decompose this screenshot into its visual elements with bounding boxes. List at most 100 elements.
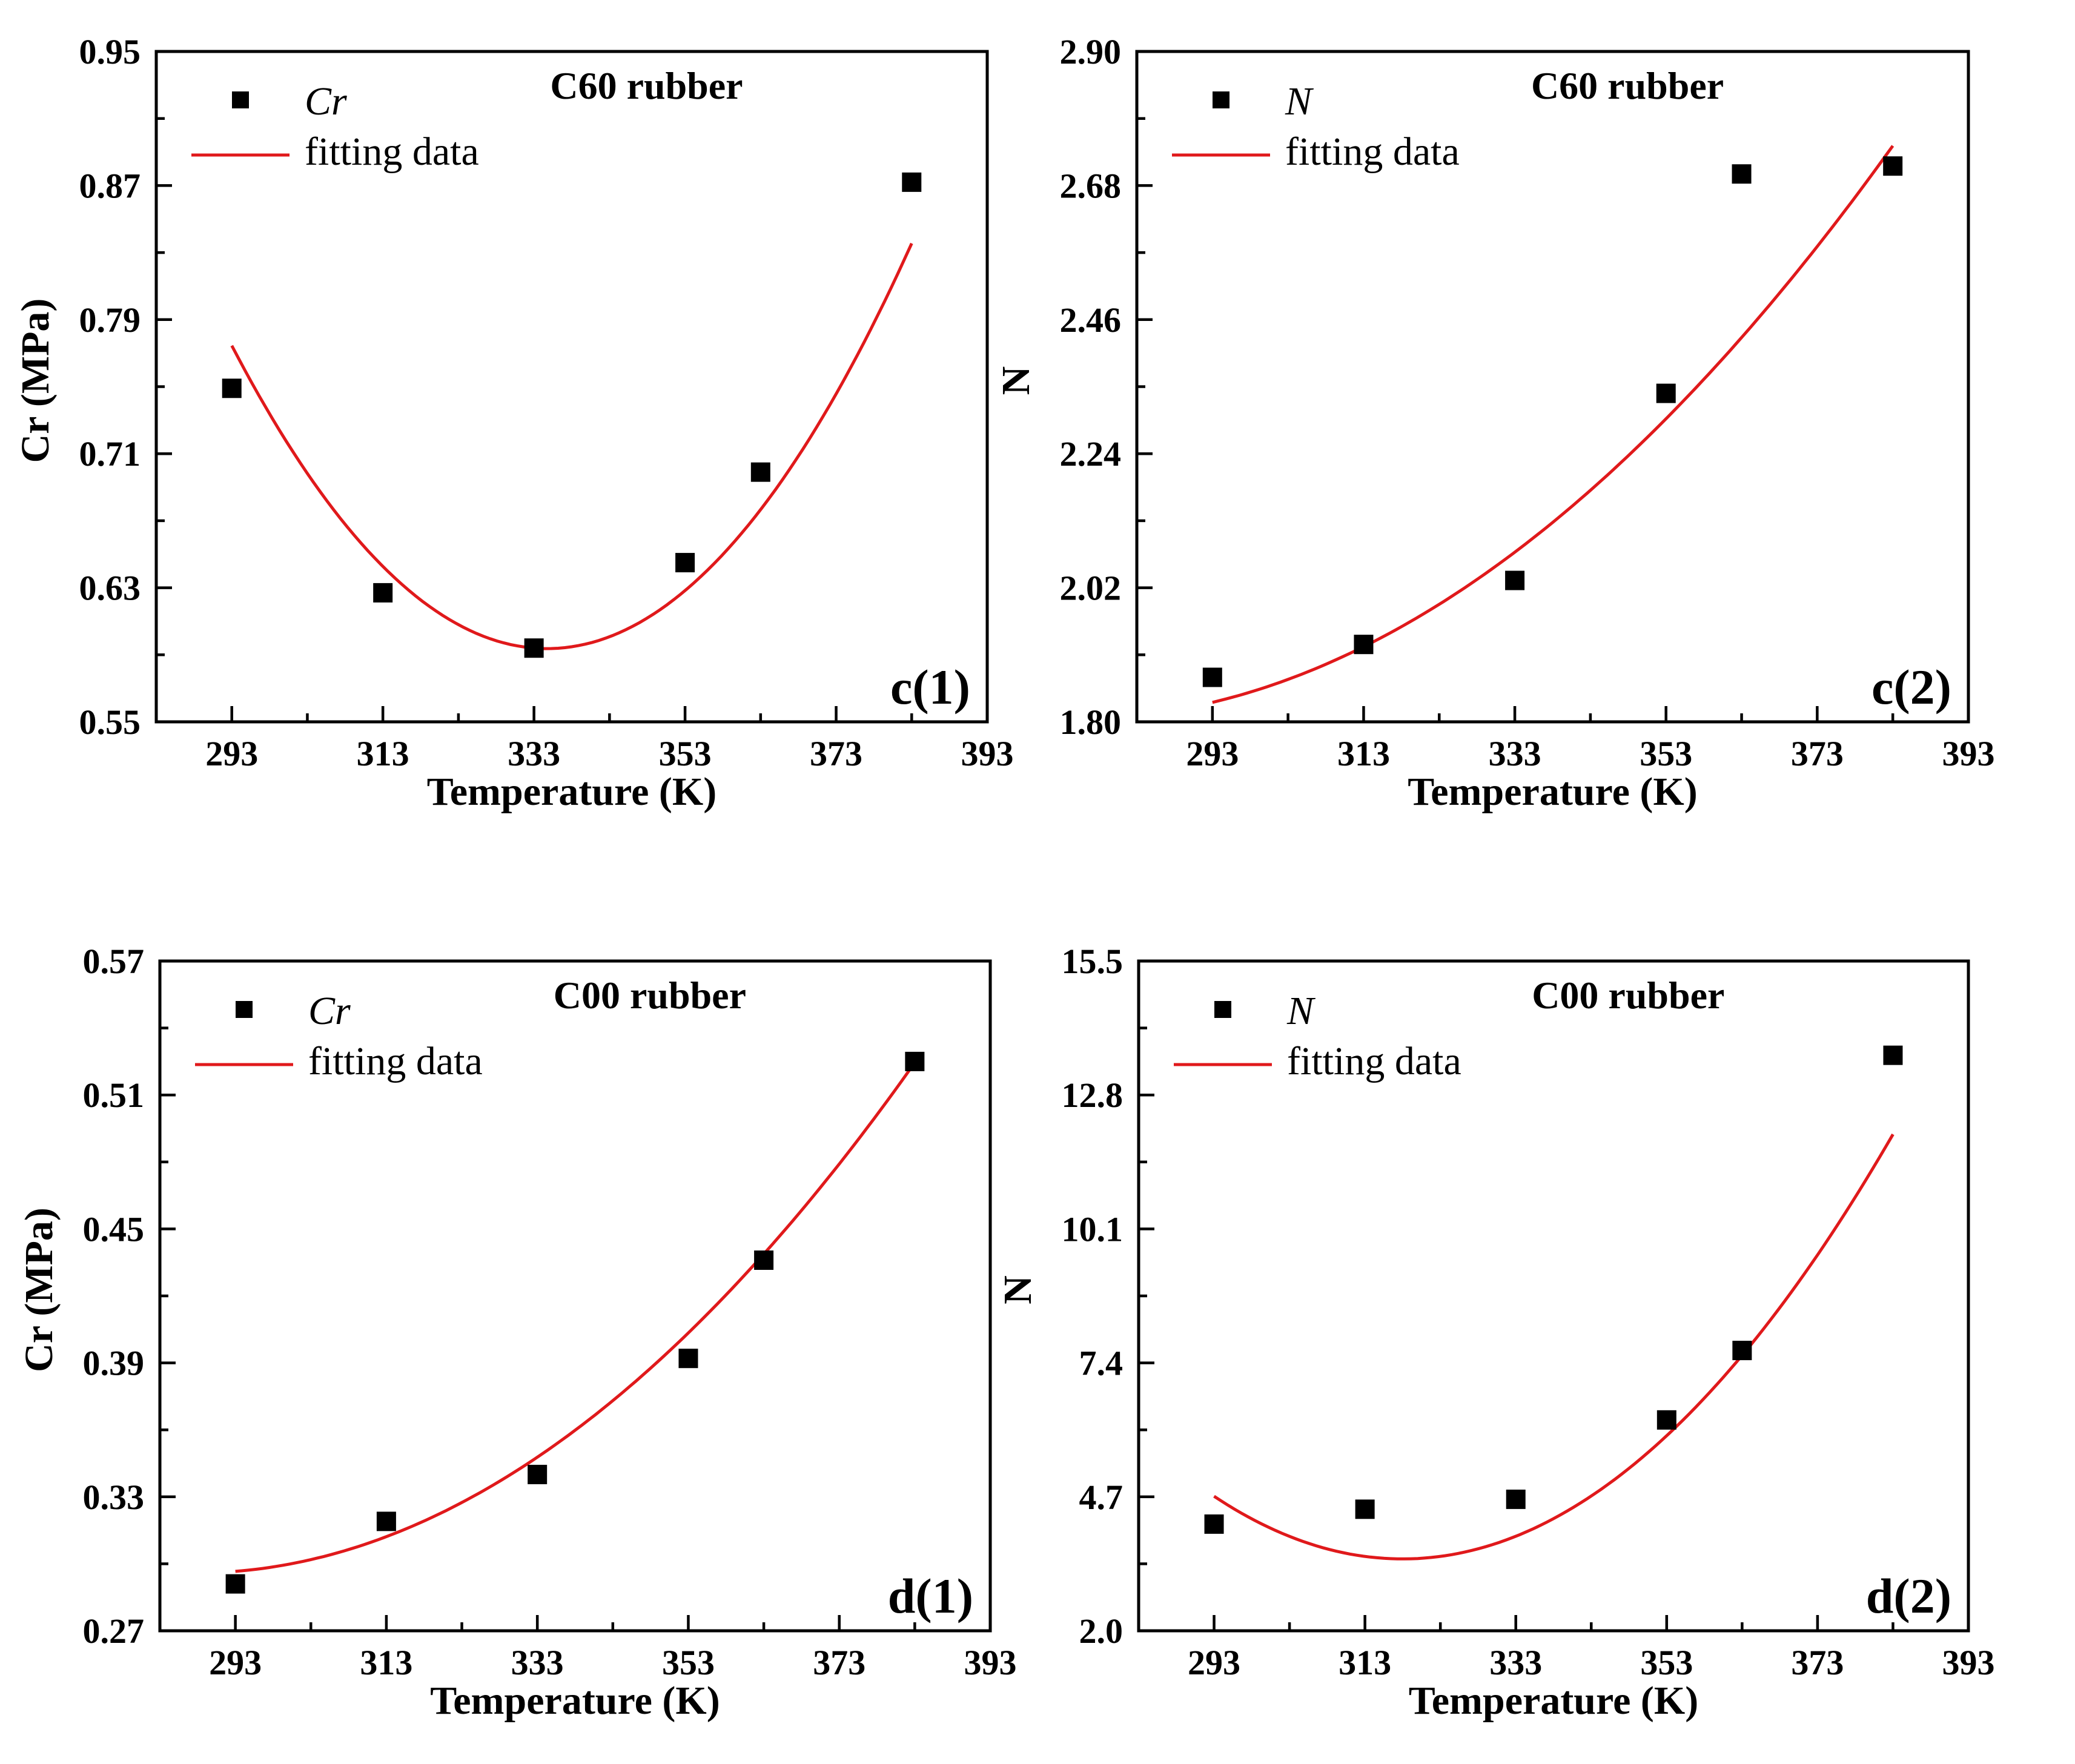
data-point — [528, 1464, 548, 1484]
y-tick-label: 0.63 — [79, 569, 141, 608]
y-tick-label: 0.51 — [83, 1075, 145, 1115]
y-tick-label: 0.45 — [83, 1209, 145, 1249]
y-axis-title: N — [996, 1275, 1040, 1304]
data-point — [678, 1349, 698, 1369]
legend-marker-label: Cr — [308, 989, 351, 1033]
data-point — [373, 583, 393, 603]
data-point — [1656, 383, 1676, 403]
x-axis-title: Temperature (K) — [430, 1679, 720, 1723]
y-axis-title: Cr (MPa) — [17, 1207, 61, 1372]
x-tick-label: 373 — [810, 734, 862, 773]
data-point — [1202, 667, 1222, 687]
x-axis-title: Temperature (K) — [427, 770, 716, 814]
panel-d1: 293 313 333 353 373 393 0.27 0.33 0.39 0.45 0.51 0.… — [17, 942, 1017, 1723]
x-tick-label: 333 — [508, 734, 560, 773]
panel-label: c(2) — [1871, 659, 1951, 715]
y-axis-title: N — [994, 366, 1038, 395]
plot-frame — [1137, 959, 1970, 1633]
data-point — [1732, 164, 1752, 184]
x-tick-label: 293 — [209, 1643, 262, 1682]
data-point — [1506, 1489, 1526, 1509]
x-tick-label: 313 — [1337, 734, 1390, 773]
data-point — [902, 172, 922, 192]
legend-line-label: fitting data — [305, 130, 479, 174]
data-point — [1505, 570, 1525, 590]
x-tick-label: 333 — [511, 1643, 564, 1682]
plot-frame — [1135, 50, 1970, 724]
data-point — [222, 378, 242, 398]
legend-marker-symbol — [1213, 91, 1229, 108]
chart-title: C00 rubber — [554, 974, 746, 1017]
x-tick-label: 313 — [1339, 1643, 1391, 1682]
y-tick-label: 0.55 — [79, 702, 141, 742]
legend-marker-symbol — [1214, 1001, 1231, 1018]
panel-c2: 293 313 333 353 373 393 1.80 2.02 2.24 2.46 2.68 2.… — [994, 32, 1995, 814]
y-tick-label: 12.8 — [1062, 1075, 1124, 1115]
data-point — [754, 1250, 774, 1270]
data-point — [376, 1511, 396, 1531]
x-tick-label: 353 — [659, 734, 712, 773]
y-tick-label: 2.68 — [1060, 166, 1122, 205]
x-tick-label: 293 — [205, 734, 258, 773]
data-point — [1204, 1514, 1224, 1534]
x-tick-label: 393 — [961, 734, 1014, 773]
x-tick-label: 393 — [1942, 734, 1995, 773]
chart-title: C60 rubber — [1531, 64, 1724, 107]
data-point — [524, 638, 544, 658]
panel-label: d(2) — [1866, 1568, 1951, 1624]
y-tick-label: 2.0 — [1079, 1611, 1124, 1651]
data-point — [1883, 156, 1903, 176]
data-point — [1732, 1341, 1752, 1361]
x-tick-label: 353 — [1640, 734, 1692, 773]
y-axis-title: Cr (MPa) — [13, 299, 58, 463]
y-tick-label: 0.39 — [83, 1344, 145, 1383]
legend-marker-label: N — [1286, 989, 1316, 1033]
x-tick-label: 333 — [1489, 1643, 1542, 1682]
data-point — [1354, 635, 1374, 655]
x-tick-label: 353 — [1640, 1643, 1693, 1682]
x-tick-label: 313 — [360, 1643, 412, 1682]
x-tick-label: 333 — [1489, 734, 1541, 773]
x-tick-label: 393 — [964, 1643, 1017, 1682]
y-tick-label: 1.80 — [1060, 702, 1122, 742]
y-tick-label: 10.1 — [1062, 1209, 1124, 1249]
y-tick-label: 4.7 — [1079, 1478, 1124, 1517]
y-tick-label: 0.27 — [83, 1611, 145, 1651]
panel-label: d(1) — [888, 1568, 973, 1624]
fit-curve — [235, 1062, 916, 1573]
data-point — [750, 462, 770, 482]
y-tick-label: 0.71 — [79, 434, 141, 474]
plot-frame — [154, 50, 989, 724]
plot-frame — [158, 959, 992, 1633]
data-point — [675, 553, 695, 573]
data-point — [1883, 1045, 1903, 1065]
chart-title: C60 rubber — [550, 64, 743, 107]
x-tick-label: 313 — [357, 734, 409, 773]
plot-area: 293 313 333 353 373 393 0.27 0.33 0.39 0.45 0.51 0.… — [83, 942, 1017, 1682]
legend-line-label: fitting data — [1287, 1039, 1461, 1083]
legend-marker-symbol — [236, 1001, 253, 1018]
plot-area: 293 313 333 353 373 393 2.0 4.7 7.4 10.1 12.8 15.5 — [1062, 942, 1995, 1682]
y-tick-label: 0.33 — [83, 1478, 145, 1517]
y-tick-label: 2.24 — [1060, 434, 1122, 474]
legend-line-label: fitting data — [1285, 130, 1460, 174]
legend-marker-symbol — [232, 91, 249, 108]
y-tick-label: 15.5 — [1062, 942, 1124, 981]
y-tick-label: 0.87 — [79, 166, 141, 205]
legend-marker-label: Cr — [305, 79, 347, 124]
plot-area: 293 313 333 353 373 393 1.80 2.02 2.24 2.46 2.68 2.… — [1060, 32, 1995, 773]
panel-label: c(1) — [890, 659, 970, 715]
data-point — [1355, 1499, 1375, 1519]
legend-marker-label: N — [1285, 79, 1314, 124]
x-tick-label: 373 — [1791, 1643, 1844, 1682]
x-axis-title: Temperature (K) — [1408, 770, 1697, 814]
y-tick-label: 2.90 — [1060, 32, 1122, 71]
x-axis-title: Temperature (K) — [1409, 1679, 1698, 1723]
fit-curve — [1212, 145, 1895, 704]
y-tick-label: 0.95 — [79, 32, 141, 71]
y-tick-label: 2.46 — [1060, 300, 1122, 340]
x-tick-label: 293 — [1186, 734, 1239, 773]
plot-area: 293 313 333 353 373 393 0.55 0.63 0.71 0.79 0.87 0.… — [79, 32, 1014, 773]
chart-title: C00 rubber — [1532, 974, 1724, 1017]
